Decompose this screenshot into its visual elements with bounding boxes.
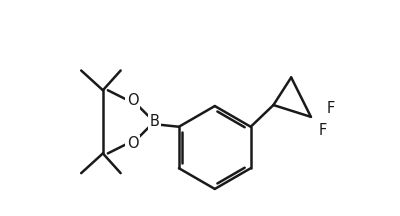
Text: B: B: [149, 114, 159, 129]
Text: F: F: [326, 102, 335, 116]
Text: O: O: [127, 93, 138, 108]
Text: F: F: [319, 123, 327, 138]
Text: O: O: [127, 136, 138, 151]
